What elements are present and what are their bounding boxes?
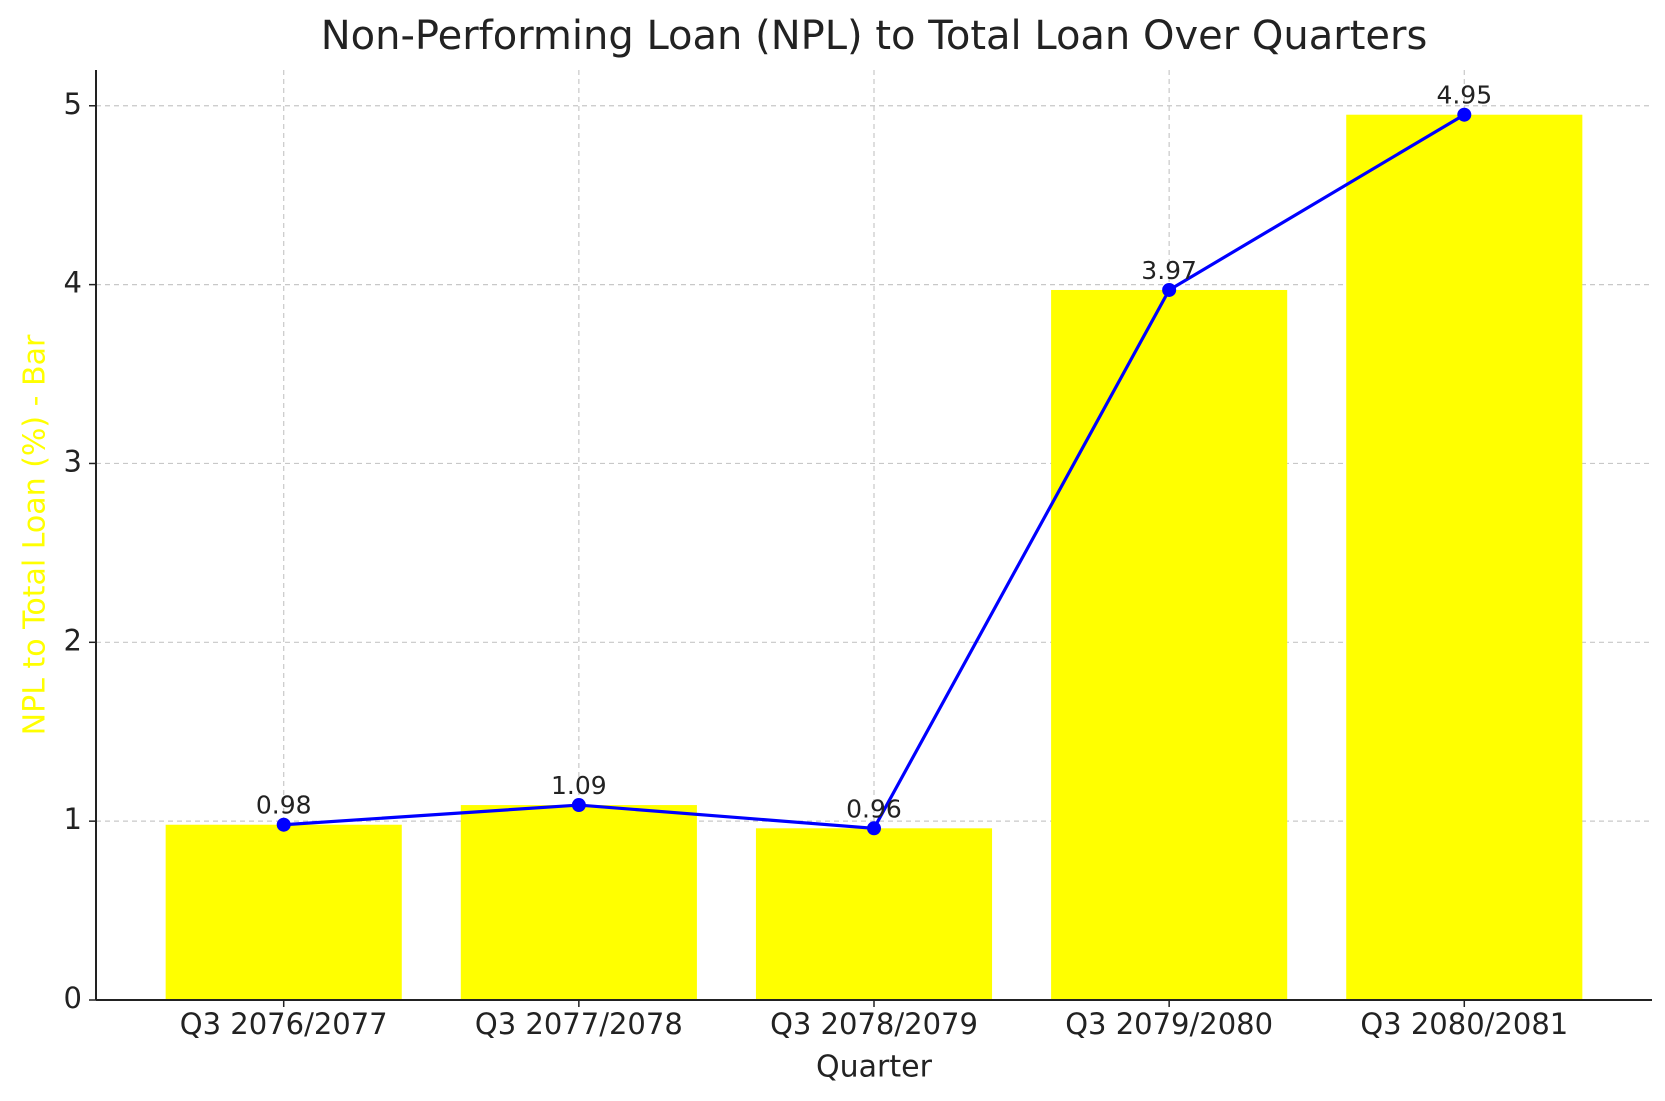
bar xyxy=(1346,114,1583,1000)
y-tick-label: 3 xyxy=(64,444,82,478)
line-marker xyxy=(1162,282,1177,297)
x-tick-label: Q3 2078/2079 xyxy=(770,1007,978,1041)
y-axis-label: NPL to Total Loan (%) - Bar xyxy=(18,334,53,735)
data-label: 0.96 xyxy=(846,794,902,823)
data-label: 4.95 xyxy=(1436,81,1492,110)
y-tick-label: 1 xyxy=(64,802,82,836)
y-tick-label: 2 xyxy=(64,623,82,657)
x-tick-label: Q3 2077/2078 xyxy=(475,1007,683,1041)
bar xyxy=(460,805,697,1000)
y-tick-label: 4 xyxy=(64,266,82,300)
bar xyxy=(1051,289,1288,1000)
bar xyxy=(755,828,993,1000)
bar xyxy=(165,824,402,1000)
line-marker xyxy=(867,821,881,836)
data-label: 3.97 xyxy=(1141,256,1197,285)
line-marker xyxy=(1457,107,1472,122)
y-tick-label: 5 xyxy=(64,87,82,121)
data-label: 1.09 xyxy=(551,771,607,800)
x-tick-label: Q3 2076/2077 xyxy=(180,1007,388,1041)
line-marker xyxy=(276,817,291,832)
data-label: 0.98 xyxy=(256,791,312,820)
x-tick-label: Q3 2079/2080 xyxy=(1065,1007,1273,1041)
y-tick-label: 0 xyxy=(64,981,82,1015)
line-marker xyxy=(571,798,586,813)
x-tick-label: Q3 2080/2081 xyxy=(1360,1007,1568,1041)
chart-title: Non-Performing Loan (NPL) to Total Loan … xyxy=(321,13,1428,59)
x-axis-label: Quarter xyxy=(816,1050,933,1085)
